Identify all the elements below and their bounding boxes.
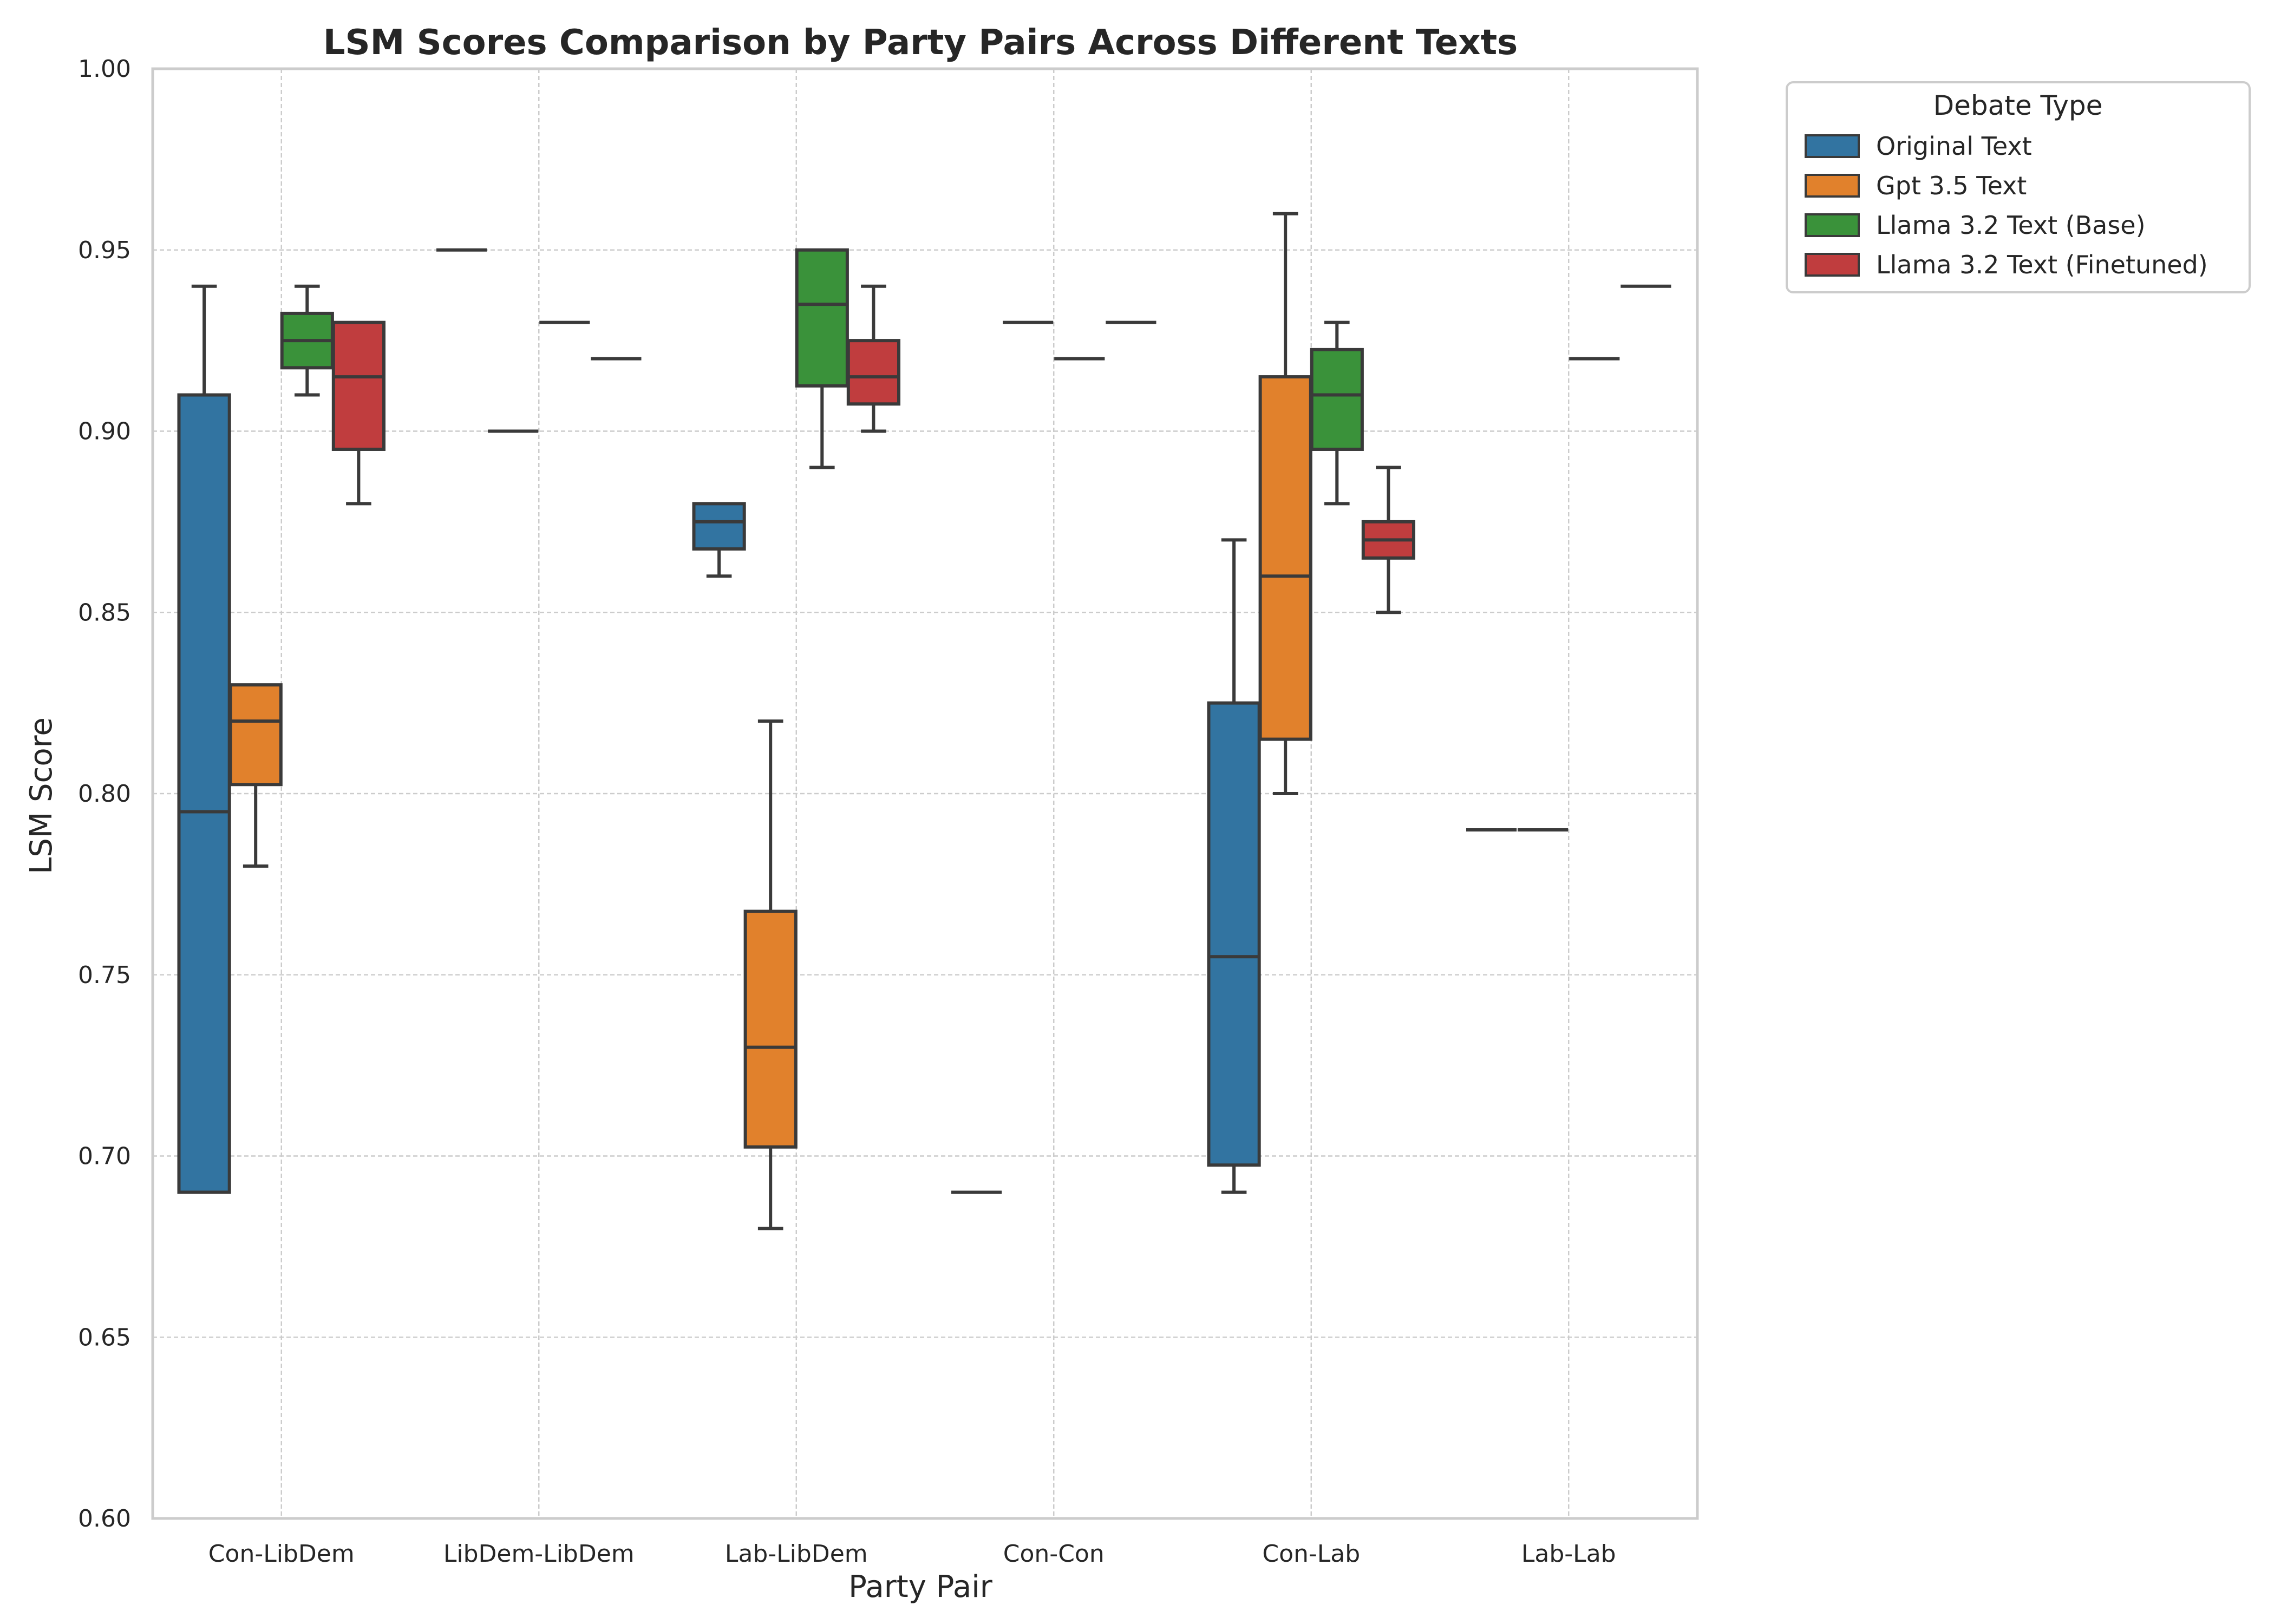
box-iqr: [795, 248, 849, 388]
box-gpt-3-5-text-con-libdem: [228, 683, 283, 868]
box-llama-3-2-text-base--con-libdem: [280, 284, 334, 397]
x-tick-label: Lab-LibDem: [725, 1540, 868, 1568]
legend-items: Original Text Gpt 3.5 Text Llama 3.2 Text …: [1805, 132, 2208, 279]
y-tick-label: 0.90: [78, 418, 131, 446]
legend-frame: [1786, 81, 2251, 293]
x-axis-label: Party Pair: [848, 1569, 993, 1605]
y-tick-label: 0.95: [78, 237, 131, 264]
box-llama-3-2-text-finetuned--lab-libdem: [846, 284, 900, 433]
box-iqr: [692, 502, 746, 551]
box-llama-3-2-text-finetuned--con-libdem: [331, 320, 385, 506]
y-tick-label: 0.80: [78, 780, 131, 808]
box-iqr: [331, 320, 385, 451]
box-iqr: [743, 909, 798, 1149]
box-original-text-con-libdem: [177, 284, 231, 1194]
y-tick-label: 0.60: [78, 1505, 131, 1533]
y-tick-label: 1.00: [78, 55, 131, 83]
y-tick-labels: 0.60 0.65 0.70 0.75 0.80 0.85 0.90 0.95 1.00: [78, 55, 131, 1533]
box-gpt-3-5-text-con-lab: [1258, 212, 1312, 795]
y-tick-label: 0.75: [78, 961, 131, 989]
x-tick-label: Lab-Lab: [1521, 1540, 1616, 1568]
y-axis-label: LSM Score: [24, 717, 59, 874]
plot-frame: [151, 67, 1699, 1520]
x-tick-label: Con-LibDem: [208, 1540, 355, 1568]
box-original-text-lab-libdem: [692, 502, 746, 578]
box-iqr: [228, 683, 283, 787]
box-original-text-con-lab: [1207, 538, 1261, 1194]
chart-title: LSM Scores Comparison by Party Pairs Acr…: [323, 23, 1518, 63]
y-tick-label: 0.70: [78, 1143, 131, 1170]
legend-title: Debate Type: [1933, 90, 2103, 121]
x-tick-labels: Con-LibDem LibDem-LibDem Lab-LibDem Con-Con…: [208, 1540, 1616, 1568]
legend: Debate Type Original Text Gpt 3.5 Text Lla…: [1786, 81, 2251, 293]
box-llama-3-2-text-base--con-lab: [1310, 320, 1364, 506]
y-tick-label: 0.85: [78, 599, 131, 626]
box-iqr: [1258, 375, 1312, 741]
legend-label: Llama 3.2 Text (Base): [1876, 211, 2146, 240]
legend-swatch: [1805, 253, 1860, 277]
box-llama-3-2-text-base--lab-libdem: [795, 248, 849, 469]
legend-label: Original Text: [1876, 132, 2032, 161]
x-tick-label: LibDem-LibDem: [443, 1540, 635, 1568]
legend-swatch: [1805, 174, 1860, 198]
box-iqr: [177, 393, 231, 1194]
x-tick-label: Con-Lab: [1262, 1540, 1360, 1568]
y-tick-label: 0.65: [78, 1324, 131, 1351]
legend-swatch: [1805, 213, 1860, 237]
x-tick-label: Con-Con: [1003, 1540, 1105, 1568]
legend-label: Llama 3.2 Text (Finetuned): [1876, 250, 2208, 279]
legend-swatch: [1805, 134, 1860, 158]
box-llama-3-2-text-finetuned--con-lab: [1361, 466, 1415, 614]
legend-label: Gpt 3.5 Text: [1876, 171, 2027, 200]
box-gpt-3-5-text-lab-libdem: [743, 719, 798, 1230]
box-iqr: [1207, 701, 1261, 1167]
box-iqr: [1310, 348, 1364, 451]
box-plots: [177, 212, 1671, 1230]
box-iqr: [846, 339, 900, 406]
